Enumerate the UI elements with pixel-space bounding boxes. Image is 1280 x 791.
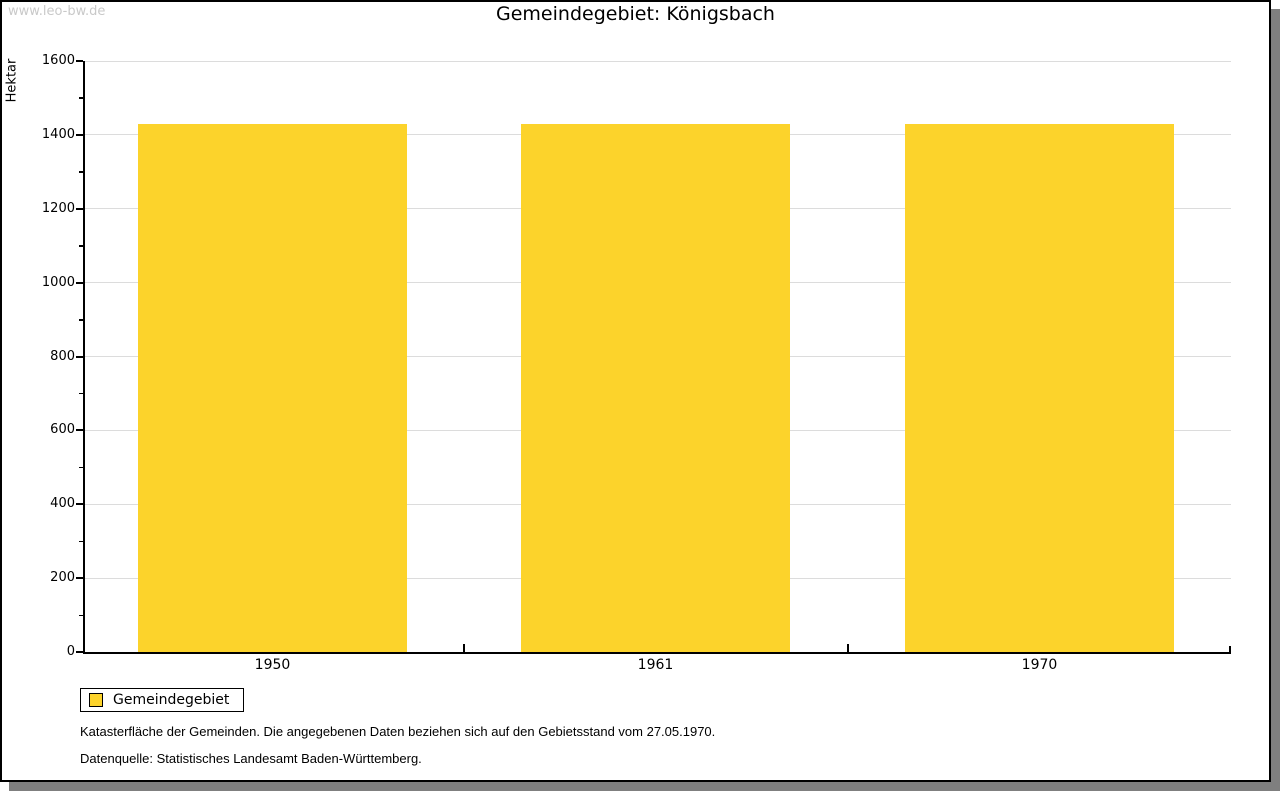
y-tick-label-1400: 1400 <box>41 126 75 142</box>
bar-1950 <box>138 124 407 652</box>
y-tick-label-1200: 1200 <box>41 200 75 216</box>
y-tick-label-600: 600 <box>50 422 75 438</box>
y-axis-line <box>83 61 85 654</box>
y-minor-tick-1500 <box>79 97 83 99</box>
y-minor-tick-900 <box>79 319 83 321</box>
footnote-source-note: Katasterfläche der Gemeinden. Die angege… <box>80 724 716 739</box>
y-axis-label: Hektar <box>4 58 20 103</box>
bar-1970 <box>905 124 1174 652</box>
x-axis-end-tick <box>1229 646 1231 652</box>
y-minor-tick-300 <box>79 540 83 543</box>
bar-1961 <box>521 124 790 652</box>
y-major-tick-200 <box>76 577 83 580</box>
x-tick-label-1950: 1950 <box>254 657 291 673</box>
y-minor-tick-500 <box>79 466 83 469</box>
y-minor-tick-1300 <box>79 171 83 173</box>
y-major-tick-0 <box>76 651 83 653</box>
x-boundary-tick-1 <box>846 644 849 652</box>
y-tick-label-200: 200 <box>50 570 75 586</box>
y-tick-label-0: 0 <box>66 644 75 659</box>
footnote-data-source: Datenquelle: Statistisches Landesamt Bad… <box>80 751 422 766</box>
x-boundary-tick-0 <box>462 644 465 652</box>
watermark: www.leo-bw.de <box>8 4 106 19</box>
x-tick-label-1970: 1970 <box>1021 657 1058 673</box>
y-major-tick-1200 <box>76 207 83 210</box>
chart-title: Gemeindegebiet: Königsbach <box>496 3 775 25</box>
y-tick-label-400: 400 <box>50 496 75 512</box>
y-minor-tick-1100 <box>79 245 83 247</box>
legend-label: Gemeindegebiet <box>113 692 230 708</box>
y-major-tick-1600 <box>76 60 83 62</box>
y-major-tick-400 <box>76 503 83 506</box>
y-major-tick-600 <box>76 429 83 432</box>
legend: Gemeindegebiet <box>80 688 245 712</box>
y-tick-label-1600: 1600 <box>41 53 75 68</box>
legend-swatch-icon <box>89 693 103 707</box>
y-major-tick-1400 <box>76 133 83 136</box>
y-major-tick-1000 <box>76 281 83 284</box>
y-minor-tick-100 <box>79 614 83 617</box>
y-major-tick-800 <box>76 355 83 358</box>
y-tick-label-800: 800 <box>50 348 75 364</box>
x-tick-label-1961: 1961 <box>637 657 674 673</box>
y-tick-label-1000: 1000 <box>41 274 75 290</box>
y-minor-tick-700 <box>79 392 83 395</box>
x-axis-line <box>83 652 1231 654</box>
gridline-1600 <box>85 60 1231 62</box>
